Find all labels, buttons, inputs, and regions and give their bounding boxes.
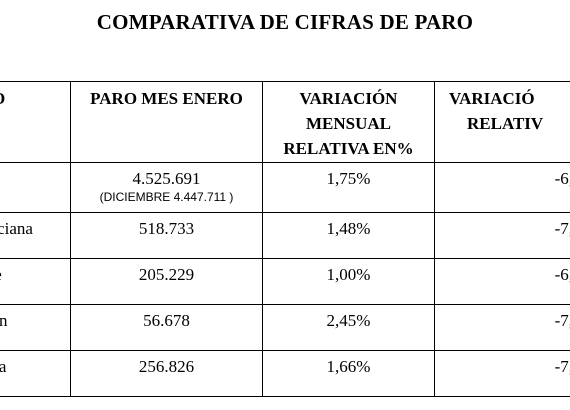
header-variacion-mensual: VARIACIÓN MENSUAL RELATIVA EN%	[262, 81, 435, 163]
cell-anual: -6,73	[434, 258, 570, 305]
cell-paro: 256.826	[70, 350, 263, 397]
unemployment-table: TO PARO MES ENERO VARIACIÓN MENSUAL RELA…	[0, 81, 570, 397]
table-row: rcia 256.826 1,66% -7,70	[0, 350, 570, 397]
cell-anual: -7,29	[434, 212, 570, 259]
cell-paro-value: 4.525.691	[132, 169, 201, 188]
table-row: llón 56.678 2,45% -7,44	[0, 304, 570, 351]
cell-mensual: 1,75%	[262, 162, 435, 213]
table-row: enciana 518.733 1,48% -7,29	[0, 212, 570, 259]
header-paro: PARO MES ENERO	[70, 81, 263, 163]
cell-territory: llón	[0, 304, 71, 351]
table-row: nte 205.229 1,00% -6,73	[0, 258, 570, 305]
cell-territory: enciana	[0, 212, 71, 259]
table-row: ña 4.525.691 (DICIEMBRE 4.447.711 ) 1,75…	[0, 162, 570, 213]
cell-anual: -6,00	[434, 162, 570, 213]
header-territory: TO	[0, 81, 71, 163]
cell-mensual: 1,48%	[262, 212, 435, 259]
header-variacion-anual: VARIACIÓ RELATIV	[434, 81, 570, 163]
cell-mensual: 2,45%	[262, 304, 435, 351]
header-anual-line-2: RELATIV	[467, 114, 544, 133]
header-mensual-line-3: RELATIVA EN%	[283, 139, 414, 158]
cell-paro-note: (DICIEMBRE 4.447.711 )	[99, 190, 234, 204]
header-anual-line-1: VARIACIÓ	[449, 89, 535, 108]
page-title: COMPARATIVA DE CIFRAS DE PARO	[96, 10, 474, 34]
cell-mensual: 1,00%	[262, 258, 435, 305]
cell-paro: 518.733	[70, 212, 263, 259]
cell-territory: ña	[0, 162, 71, 213]
header-mensual-line-1: VARIACIÓN	[299, 89, 398, 108]
header-territory-line: TO	[0, 86, 70, 111]
cell-paro: 205.229	[70, 258, 263, 305]
header-paro-line: PARO MES ENERO	[90, 89, 243, 108]
table-header-row: TO PARO MES ENERO VARIACIÓN MENSUAL RELA…	[0, 81, 570, 163]
cell-paro: 56.678	[70, 304, 263, 351]
header-mensual-line-2: MENSUAL	[305, 114, 391, 133]
cell-territory: nte	[0, 258, 71, 305]
cell-paro: 4.525.691 (DICIEMBRE 4.447.711 )	[70, 162, 263, 213]
cell-territory: rcia	[0, 350, 71, 397]
cell-anual: -7,44	[434, 304, 570, 351]
cell-anual: -7,70	[434, 350, 570, 397]
cell-mensual: 1,66%	[262, 350, 435, 397]
